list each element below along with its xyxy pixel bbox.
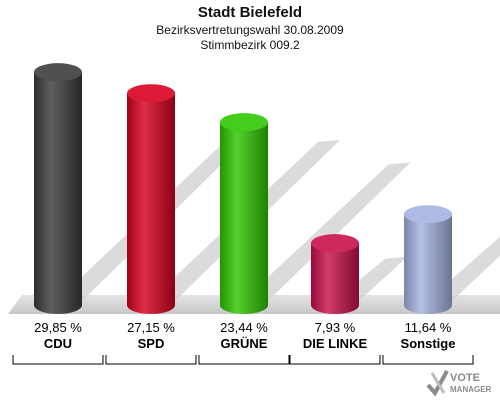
checkmark-icon [426,370,449,397]
value-label-spd: 27,15 % [127,320,175,335]
category-label-sonstige: Sonstige [400,336,456,351]
bar-top-cdu [34,63,82,82]
value-label-gr-ne: 23,44 % [220,320,268,335]
bar-body-cdu [34,72,82,314]
category-bracket-gr-ne [198,355,290,365]
category-bracket-spd [105,355,197,365]
logo-text-vote: VOTE [450,372,480,384]
bar-gr-ne [220,113,268,314]
bar-body-die-linke [311,243,359,314]
bar-body-sonstige [404,214,452,314]
category-label-die-linke: DIE LINKE [302,336,368,351]
bar-shadow-gr-ne [238,162,411,305]
category-bracket-die-linke [289,355,381,365]
category-label-spd: SPD [137,336,165,351]
value-label-sonstige: 11,64 % [404,320,452,335]
bar-sonstige [404,205,452,314]
bar-spd [127,84,175,314]
bar-top-gr-ne [220,113,268,132]
category-bracket-cdu [12,355,104,365]
bar-top-die-linke [311,234,359,253]
category-label-gr-ne: GRÜNE [220,336,268,351]
chart-subtitle-election: Bezirksvertretungswahl 30.08.2009 [156,23,344,37]
chart-title: Stadt Bielefeld [197,4,303,21]
bar-body-gr-ne [220,122,268,314]
bar-body-spd [127,93,175,314]
bar-cdu [34,63,82,314]
bar-top-spd [127,84,175,103]
value-label-die-linke: 7,93 % [314,320,356,335]
value-label-cdu: 29,85 % [34,320,82,335]
category-label-cdu: CDU [43,336,73,351]
bar-top-sonstige [404,205,452,224]
category-bracket-sonstige [382,355,474,365]
chart-subtitle-district: Stimmbezirk 009.2 [200,38,300,52]
bar-die-linke [311,234,359,314]
logo-text-manager: MANAGER [450,385,492,394]
vote-manager-logo: VOTE MANAGER [426,370,492,397]
